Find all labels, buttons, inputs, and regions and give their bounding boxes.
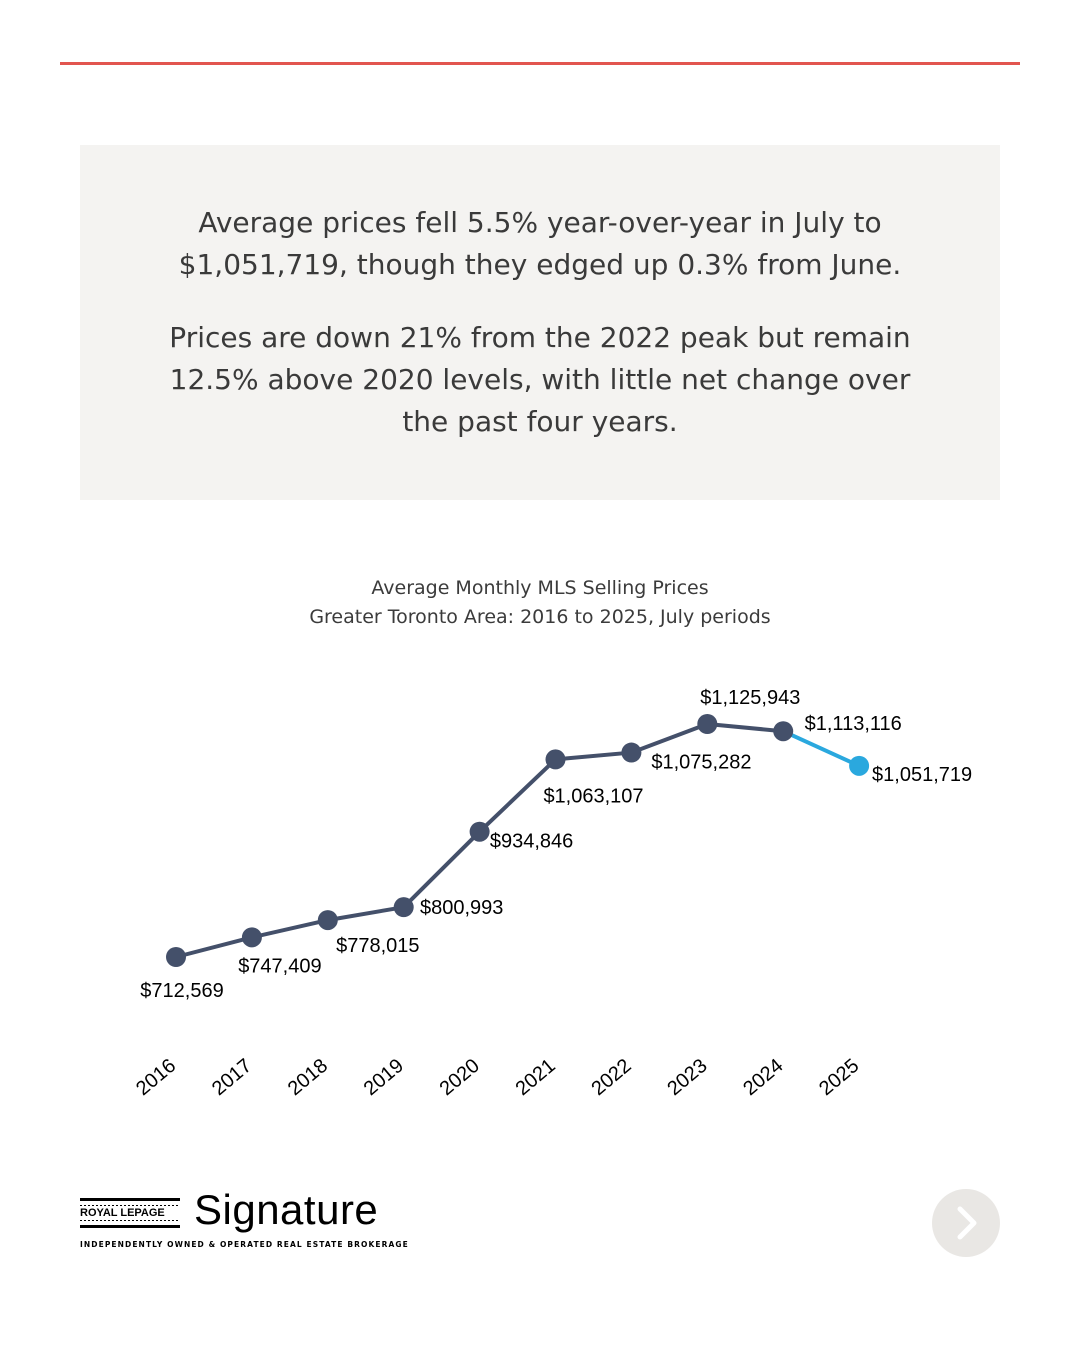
data-point-2023 — [697, 714, 718, 734]
brand-logo: ROYAL LEPAGE Signature INDEPENDENTLY OWN… — [80, 1186, 420, 1252]
data-point-2022 — [621, 742, 642, 763]
brand-name: ROYAL LEPAGE — [80, 1206, 180, 1220]
x-tick-label-2022: 2022 — [587, 1055, 635, 1100]
x-tick-label-2023: 2023 — [663, 1055, 711, 1100]
top-accent-rule — [60, 62, 1020, 65]
data-label-2017: $747,409 — [238, 955, 321, 977]
data-point-2020 — [469, 821, 490, 842]
chart-plot-area: $712,569 $747,409 $778,015$800,993 $934,846… — [132, 687, 972, 1100]
x-tick-label-2017: 2017 — [208, 1055, 256, 1100]
data-label-2024: $1,113,116 — [805, 713, 902, 735]
data-point-2019 — [393, 897, 414, 918]
x-tick-label-2025: 2025 — [815, 1055, 863, 1100]
x-tick-label-2018: 2018 — [284, 1055, 332, 1100]
series-line-segment — [477, 757, 558, 834]
data-point-2024 — [773, 721, 794, 742]
brand-tagline: INDEPENDENTLY OWNED & OPERATED REAL ESTA… — [80, 1240, 409, 1249]
data-point-2018 — [317, 910, 338, 931]
series-line-segment — [249, 918, 330, 940]
series-line-segment — [629, 722, 710, 755]
series-line-segment — [325, 905, 406, 923]
x-tick-label-2020: 2020 — [436, 1055, 484, 1100]
data-label-2021: $1,063,107 — [543, 785, 643, 807]
data-label-2025: $1,051,719 — [872, 764, 972, 786]
chevron-right-icon — [957, 1206, 977, 1240]
brand-signature: Signature — [194, 1186, 379, 1233]
series-line-segment — [705, 722, 786, 734]
data-label-2016: $712,569 — [140, 980, 223, 1002]
series-line-segment — [174, 935, 254, 959]
series-line-segment — [401, 829, 482, 910]
data-label-2023: $1,125,943 — [700, 687, 800, 709]
series-line-segment — [553, 750, 634, 762]
data-point-2017 — [241, 927, 262, 948]
data-label-2019: $800,993 — [420, 897, 503, 919]
x-tick-label-2019: 2019 — [360, 1055, 408, 1100]
summary-paragraph-2: Prices are down 21% from the 2022 peak b… — [169, 321, 911, 438]
price-line-chart: Average Monthly MLS Selling Prices Great… — [132, 577, 972, 1100]
summary-box: Average prices fell 5.5% year-over-year … — [80, 145, 1000, 500]
x-tick-label-2016: 2016 — [132, 1055, 180, 1100]
next-slide-button[interactable] — [932, 1189, 1000, 1257]
series-line-segment — [781, 729, 862, 768]
data-label-2022: $1,075,282 — [651, 752, 751, 774]
data-point-2025 — [849, 755, 870, 776]
data-label-2018: $778,015 — [336, 935, 419, 957]
data-label-2020: $934,846 — [490, 831, 573, 853]
data-point-2016 — [166, 947, 186, 967]
x-tick-label-2021: 2021 — [512, 1055, 560, 1100]
x-tick-label-2024: 2024 — [739, 1055, 787, 1100]
data-point-2021 — [545, 749, 566, 770]
summary-paragraph-1: Average prices fell 5.5% year-over-year … — [178, 206, 902, 281]
chart-title: Average Monthly MLS Selling Prices — [371, 577, 708, 599]
chart-subtitle: Greater Toronto Area: 2016 to 2025, July… — [309, 606, 770, 628]
